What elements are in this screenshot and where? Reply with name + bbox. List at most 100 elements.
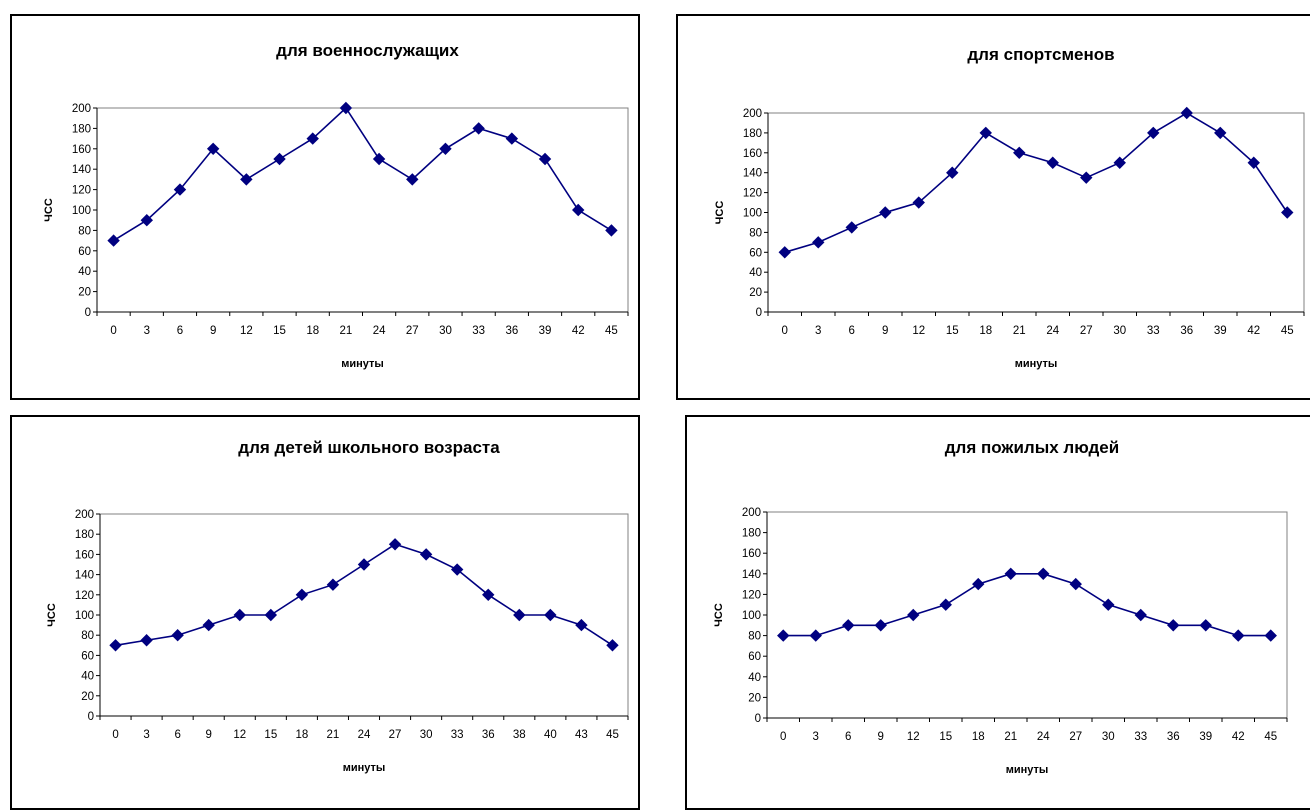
chart-title: для детей школьного возраста [238,438,500,457]
y-tick-label: 80 [81,630,94,642]
y-tick-label: 20 [748,692,761,704]
x-axis-label: минуты [1006,764,1049,776]
x-tick-label: 45 [1281,325,1294,337]
x-tick-label: 40 [544,729,557,741]
y-tick-label: 0 [756,307,762,319]
y-tick-label: 180 [743,128,762,140]
chart-panel-elderly: для пожилых людей 0 20 40 60 80 100 120 140 160 18… [685,415,1310,810]
x-tick-label: 12 [233,729,246,741]
chart-panel-schoolchildren: для детей школьного возраста 0 20 40 60 80 100… [10,415,640,810]
x-tick-label: 39 [539,325,552,337]
data-point [1037,567,1050,581]
y-tick-label: 180 [75,529,94,541]
data-point [439,142,452,156]
data-point [842,619,855,632]
data-point [109,639,122,652]
data-point [273,152,286,166]
x-tick-label: 36 [1167,731,1180,743]
data-point [372,152,386,166]
data-point [1281,206,1294,219]
y-axis-label: ЧСС [714,201,726,225]
data-point [1013,146,1026,160]
y-tick-label: 60 [749,247,762,259]
x-tick-label: 12 [912,325,925,337]
chart-panel-military: для военнослужащих 0 20 40 60 80 100 120 140 160 1… [10,14,640,400]
x-tick-label: 33 [472,325,485,337]
y-tick-label: 200 [743,108,762,120]
y-tick-label: 180 [742,528,761,540]
chart-military: для военнослужащих0204060801001201401601… [43,41,629,370]
y-tick-label: 80 [78,225,91,237]
data-point [206,142,220,156]
x-tick-label: 24 [373,325,386,337]
x-tick-label: 21 [1013,325,1026,337]
x-tick-label: 45 [1264,731,1277,743]
data-point [513,608,526,622]
y-tick-label: 120 [75,590,94,602]
data-point [482,588,495,602]
chart-schoolchildren: для детей школьного возраста020406080100… [46,438,629,774]
data-point [1102,598,1115,611]
x-tick-label: 36 [482,729,495,741]
data-point [1080,171,1093,184]
data-point [140,634,153,647]
y-tick-label: 180 [72,123,91,135]
y-tick-label: 40 [748,672,761,684]
y-tick-label: 60 [78,246,91,258]
data-point [575,618,588,632]
x-tick-label: 42 [1247,325,1260,337]
chart-title: для спортсменов [967,45,1114,64]
x-tick-label: 9 [210,325,216,337]
x-tick-label: 36 [505,325,518,337]
data-point [605,224,618,237]
x-tick-label: 42 [572,325,585,337]
x-tick-label: 18 [306,325,319,337]
x-tick-label: 15 [264,729,277,741]
x-tick-label: 43 [575,729,588,741]
x-tick-label: 18 [979,325,992,337]
x-tick-label: 0 [780,731,786,743]
x-tick-label: 12 [240,325,253,337]
y-tick-label: 120 [72,185,91,197]
x-tick-label: 39 [1214,325,1227,337]
data-point [357,558,371,571]
data-point [907,608,920,622]
y-tick-label: 160 [72,144,91,156]
data-point [202,618,215,632]
chart-athletes: для спортсменов0204060801001201401601802… [714,45,1305,370]
plot-area [767,112,1305,313]
data-point [233,608,246,622]
x-tick-label: 24 [1037,731,1050,743]
data-point [326,578,340,591]
chart-title: для военнослужащих [276,41,459,60]
series-line [784,112,1288,254]
data-point [946,166,959,179]
y-tick-label: 140 [72,164,91,176]
series-line [783,573,1271,637]
x-tick-label: 24 [358,729,371,741]
plot-area [766,511,1288,719]
data-point [1199,619,1212,632]
chart-panel-athletes: для спортсменов 0 20 40 60 80 100 120 140 160 180 2… [676,14,1310,400]
data-point [140,213,153,227]
y-axis-label: ЧСС [43,198,55,222]
x-tick-label: 33 [1147,325,1160,337]
x-tick-label: 30 [1102,731,1115,743]
data-point [777,629,790,642]
x-tick-label: 3 [144,325,150,337]
x-tick-label: 6 [177,325,183,337]
y-tick-label: 20 [749,287,762,299]
data-point [450,563,464,576]
y-tick-label: 20 [78,287,91,299]
x-tick-label: 30 [1113,325,1126,337]
data-point [939,598,952,611]
data-point [419,548,433,561]
x-tick-label: 15 [939,731,952,743]
data-point [173,183,187,196]
x-tick-label: 12 [907,731,920,743]
y-tick-label: 100 [72,205,91,217]
data-point [1113,156,1126,169]
data-point [1134,608,1147,622]
data-point [1232,629,1245,642]
x-tick-label: 18 [972,731,985,743]
